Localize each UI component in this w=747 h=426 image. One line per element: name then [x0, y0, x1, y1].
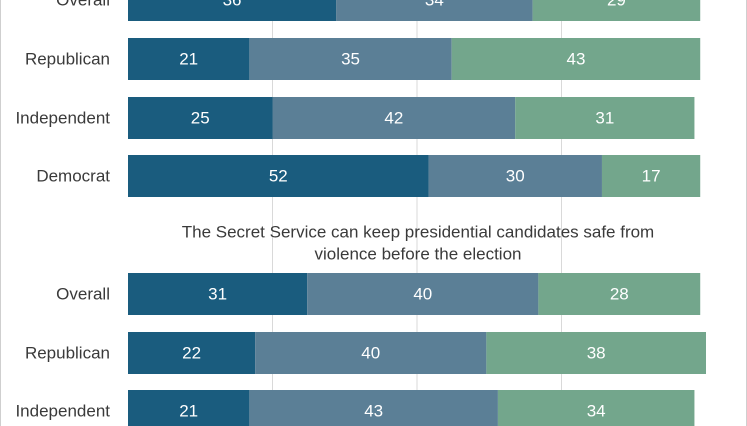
bar-value-label: 43	[364, 402, 383, 421]
panel-title-line: violence before the election	[315, 245, 522, 264]
category-label: Republican	[25, 344, 110, 363]
category-label: Overall	[56, 0, 110, 10]
bar-value-label: 42	[384, 109, 403, 128]
bar-segment	[128, 273, 308, 315]
bar-value-label: 21	[179, 50, 198, 69]
bar-segment	[255, 332, 487, 374]
bar-segment	[272, 97, 516, 139]
bar-segment	[128, 0, 337, 21]
bar-value-label: 34	[425, 0, 444, 10]
category-label: Republican	[25, 50, 110, 69]
bar-value-label: 30	[506, 167, 525, 186]
category-label: Overall	[56, 285, 110, 304]
bar-segment	[532, 0, 701, 21]
bar-value-label: 40	[361, 344, 380, 363]
category-label: Independent	[15, 109, 110, 128]
bar-value-label: 43	[566, 50, 585, 69]
bar-value-label: 22	[182, 344, 201, 363]
bar-value-label: 17	[642, 167, 661, 186]
bar-segment	[336, 0, 533, 21]
category-label: Independent	[15, 402, 110, 421]
bar-segment	[601, 155, 701, 197]
bar-value-label: 40	[413, 285, 432, 304]
bar-segment	[249, 38, 452, 80]
bar-segment	[249, 390, 498, 426]
bar-segment	[497, 390, 695, 426]
bar-value-label: 34	[587, 402, 606, 421]
bar-segment	[128, 390, 250, 426]
bar-value-label: 29	[607, 0, 626, 10]
bar-value-label: 35	[341, 50, 360, 69]
panel-title-line: The Secret Service can keep presidential…	[182, 223, 654, 242]
bar-segment	[307, 273, 539, 315]
bar-value-label: 28	[610, 285, 629, 304]
bar-value-label: 52	[269, 167, 288, 186]
bar-segment	[128, 38, 250, 80]
bar-value-label: 31	[208, 285, 227, 304]
bar-segment	[128, 332, 256, 374]
bar-segment	[451, 38, 701, 80]
bar-value-label: 31	[595, 109, 614, 128]
bar-segment	[128, 97, 273, 139]
bar-segment	[515, 97, 695, 139]
bar-value-label: 21	[179, 402, 198, 421]
bar-segment	[128, 155, 429, 197]
bar-segment	[428, 155, 602, 197]
bar-segment	[486, 332, 706, 374]
bar-value-label: 25	[191, 109, 210, 128]
bar-value-label: 38	[587, 344, 606, 363]
bar-segment	[538, 273, 701, 315]
bar-value-label: 36	[223, 0, 242, 10]
category-label: Democrat	[36, 167, 110, 186]
